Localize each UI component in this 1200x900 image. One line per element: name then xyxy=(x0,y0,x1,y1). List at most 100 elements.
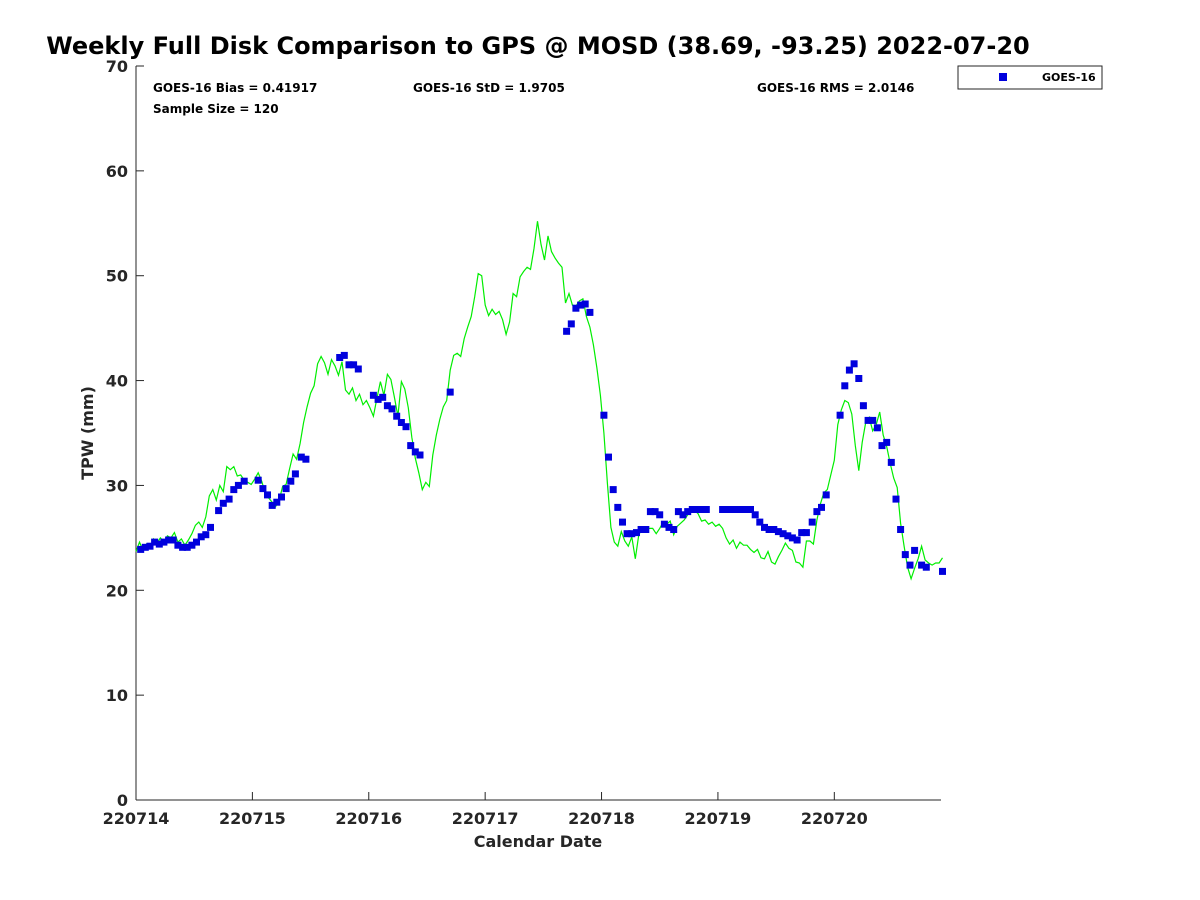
goes-point xyxy=(684,508,692,516)
goes-point xyxy=(751,511,759,519)
goes-point xyxy=(207,523,214,531)
goes-point xyxy=(354,365,362,373)
goes-point xyxy=(188,541,196,549)
goes-point xyxy=(633,529,640,537)
goes-point xyxy=(850,360,858,368)
goes-point xyxy=(197,533,205,541)
goes-point xyxy=(230,486,238,494)
goes-point xyxy=(350,361,358,369)
goes-point xyxy=(859,402,867,410)
y-tick-label: 40 xyxy=(106,372,128,391)
goes-point xyxy=(793,536,801,544)
goes-point xyxy=(623,530,631,538)
x-axis-label: Calendar Date xyxy=(474,832,603,851)
goes-point xyxy=(183,543,191,551)
goes-point xyxy=(388,405,396,413)
goes-point xyxy=(670,526,678,533)
goes-point xyxy=(151,538,159,546)
goes-point xyxy=(674,508,682,516)
goes-point xyxy=(297,453,305,461)
y-tick-label: 10 xyxy=(106,686,128,705)
goes-point xyxy=(605,453,612,461)
goes-point xyxy=(918,561,926,569)
goes-series xyxy=(137,300,946,575)
goes-point xyxy=(379,393,387,401)
goes-point xyxy=(259,485,267,493)
goes-point xyxy=(642,526,650,533)
goes-point xyxy=(586,308,594,316)
goes-point xyxy=(897,526,905,533)
x-tick-label: 220716 xyxy=(335,809,402,828)
goes-point xyxy=(155,540,163,548)
goes-point xyxy=(215,507,223,515)
goes-point xyxy=(698,506,706,513)
goes-point xyxy=(193,538,200,546)
goes-point xyxy=(887,458,895,466)
goes-point xyxy=(225,495,233,503)
goes-point xyxy=(336,354,344,361)
goes-point xyxy=(779,530,787,538)
goes-point xyxy=(146,542,154,550)
goes-point xyxy=(302,455,310,463)
legend-label-goes: GOES-16 xyxy=(1042,71,1096,84)
chart-title: Weekly Full Disk Comparison to GPS @ MOS… xyxy=(46,32,1029,60)
goes-point xyxy=(939,567,946,575)
x-tick-label: 220714 xyxy=(103,809,170,828)
goes-point xyxy=(774,528,782,536)
goes-point xyxy=(383,402,391,410)
goes-point xyxy=(291,470,299,478)
goes-point xyxy=(137,545,145,553)
x-tick-label: 220717 xyxy=(452,809,519,828)
goes-point xyxy=(742,506,750,513)
goes-point xyxy=(784,532,792,540)
goes-point xyxy=(765,526,773,533)
goes-point xyxy=(855,375,863,382)
goes-point xyxy=(202,531,210,539)
goes-point xyxy=(572,304,580,312)
goes-point xyxy=(174,541,182,549)
goes-point xyxy=(845,366,853,374)
goes-point xyxy=(179,543,187,551)
x-tick-label: 220715 xyxy=(219,809,286,828)
x-tick-label: 220720 xyxy=(801,809,868,828)
goes-point xyxy=(393,412,401,420)
goes-point xyxy=(901,551,909,559)
goes-point xyxy=(264,491,271,499)
y-ticks: 0 10 20 30 40 50 60 70 xyxy=(106,57,144,810)
goes-point xyxy=(864,416,872,424)
y-tick-label: 50 xyxy=(106,267,128,286)
goes-point xyxy=(614,503,622,511)
goes-point xyxy=(822,491,830,499)
sample-size-stat: Sample Size = 120 xyxy=(153,102,279,116)
goes-point xyxy=(723,506,731,513)
goes-point xyxy=(416,451,424,459)
goes-point xyxy=(651,508,659,516)
goes-point xyxy=(397,419,405,426)
goes-point xyxy=(278,493,285,501)
goes-point xyxy=(798,529,806,537)
goes-point xyxy=(756,518,764,526)
bias-stat: GOES-16 Bias = 0.41917 xyxy=(153,81,317,95)
goes-point xyxy=(733,506,740,513)
goes-point xyxy=(287,477,295,485)
legend: GOES-16 xyxy=(957,65,1103,90)
gps-line xyxy=(135,221,944,581)
goes-point xyxy=(411,448,419,456)
goes-point xyxy=(577,301,585,309)
goes-point xyxy=(911,546,919,554)
goes-point xyxy=(628,530,636,538)
legend-box xyxy=(957,65,1103,90)
goes-point xyxy=(873,424,881,432)
goes-point xyxy=(737,506,745,513)
goes-point xyxy=(702,506,710,513)
goes-point xyxy=(922,563,930,571)
gps-series xyxy=(135,221,944,581)
goes-point xyxy=(563,327,571,335)
goes-point xyxy=(141,543,149,551)
goes-point xyxy=(719,506,727,513)
goes-point xyxy=(609,486,617,494)
goes-point xyxy=(836,411,844,419)
goes-point xyxy=(688,506,696,513)
goes-point xyxy=(254,476,262,484)
goes-point xyxy=(619,518,626,526)
